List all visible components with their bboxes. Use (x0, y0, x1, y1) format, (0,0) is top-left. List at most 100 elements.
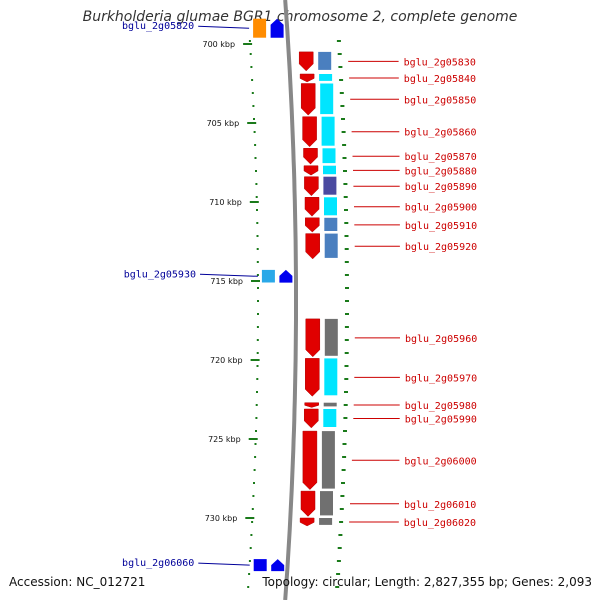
gene-arrow-reverse[interactable] (270, 18, 284, 38)
gene-label-forward[interactable]: bglu_2g06020 (404, 518, 476, 529)
cog-block[interactable] (324, 217, 338, 231)
gene-label-forward[interactable]: bglu_2g05960 (405, 334, 477, 345)
accession-text: Accession: NC_012721 (9, 575, 146, 589)
gene-arrow-forward[interactable] (305, 217, 320, 233)
cog-block[interactable] (253, 559, 267, 572)
cog-block[interactable] (322, 148, 336, 164)
gene-label-forward[interactable]: bglu_2g05910 (405, 221, 477, 232)
cog-block[interactable] (319, 74, 333, 81)
gene-arrow-forward[interactable] (303, 148, 318, 165)
track-dot (251, 92, 254, 94)
cog-block[interactable] (253, 18, 267, 38)
cog-block[interactable] (261, 269, 275, 283)
track-dot (257, 287, 259, 289)
gene-label-forward[interactable]: bglu_2g05850 (404, 95, 476, 106)
track-dot (344, 222, 349, 224)
cog-block[interactable] (321, 431, 335, 489)
track-dot (253, 118, 255, 120)
track-dot (339, 92, 344, 94)
gene-label-reverse[interactable]: bglu_2g05820 (122, 21, 194, 32)
track-dot (252, 105, 255, 107)
axis-tick-label: 720 kbp (210, 356, 243, 365)
gene-arrow-forward[interactable] (299, 73, 315, 83)
track-dot (345, 300, 349, 302)
cog-block[interactable] (323, 165, 336, 175)
track-dot (341, 482, 345, 484)
gene-arrow-forward[interactable] (305, 318, 321, 358)
cog-block[interactable] (321, 116, 335, 146)
track-dot (255, 170, 257, 172)
gene-arrow-forward[interactable] (304, 176, 319, 197)
cog-block[interactable] (323, 176, 337, 195)
cog-block[interactable] (319, 518, 333, 525)
cog-block[interactable] (323, 402, 337, 407)
gene-arrow-forward[interactable] (299, 517, 315, 527)
genome-summary-text: Topology: circular; Length: 2,827,355 bp… (262, 575, 592, 589)
gene-label-forward[interactable]: bglu_2g05830 (404, 57, 476, 68)
gene-label-forward[interactable]: bglu_2g05900 (405, 203, 477, 214)
gene-arrow-forward[interactable] (302, 116, 317, 148)
axis-tick (247, 122, 257, 124)
gene-label-forward[interactable]: bglu_2g05990 (405, 415, 477, 426)
track-dot (344, 391, 348, 393)
cog-block[interactable] (324, 318, 338, 356)
gene-arrow-forward[interactable] (300, 83, 316, 116)
gene-arrow-forward[interactable] (305, 233, 320, 260)
gene-arrow-forward[interactable] (298, 51, 314, 72)
track-dot (342, 157, 347, 159)
track-dot (255, 196, 258, 198)
track-dot (248, 573, 251, 575)
track-dot (249, 53, 252, 55)
gene-label-forward[interactable]: bglu_2g05880 (405, 166, 477, 177)
track-dot (256, 352, 259, 354)
cog-block[interactable] (318, 51, 332, 70)
track-dot (341, 469, 346, 471)
gene-arrow-reverse[interactable] (271, 559, 285, 572)
gene-label-reverse[interactable]: bglu_2g06060 (122, 558, 194, 569)
gene-label-forward[interactable]: bglu_2g05840 (404, 74, 476, 85)
track-dot (253, 131, 256, 133)
cog-block[interactable] (324, 358, 338, 396)
gene-label-forward[interactable]: bglu_2g05870 (405, 152, 477, 163)
gene-label-forward[interactable]: bglu_2g06010 (404, 500, 476, 511)
gene-label-forward[interactable]: bglu_2g05890 (405, 182, 477, 193)
track-dot (335, 586, 340, 588)
track-dot (338, 66, 343, 68)
gene-label-forward[interactable]: bglu_2g05980 (405, 401, 477, 412)
gene-leader-line (199, 273, 258, 277)
gene-arrow-reverse[interactable] (279, 269, 293, 283)
axis-tick (243, 43, 253, 45)
gene-label-forward[interactable]: bglu_2g06000 (404, 456, 476, 467)
track-dot (336, 40, 341, 42)
cog-block[interactable] (324, 233, 338, 258)
gene-arrow-forward[interactable] (300, 490, 316, 517)
axis-tick-label: 710 kbp (209, 198, 242, 207)
gene-arrow-forward[interactable] (304, 402, 319, 408)
cog-block[interactable] (324, 197, 337, 216)
track-dot (343, 404, 348, 406)
cog-block[interactable] (320, 83, 334, 115)
cog-block[interactable] (323, 409, 337, 427)
gene-arrow-forward[interactable] (304, 408, 319, 429)
gene-arrow-forward[interactable] (302, 430, 318, 490)
gene-label-reverse[interactable]: bglu_2g05930 (124, 269, 196, 280)
gene-arrow-forward[interactable] (305, 358, 320, 397)
track-dot (255, 183, 258, 185)
gene-label-forward[interactable]: bglu_2g05860 (404, 128, 476, 139)
track-dot (254, 456, 257, 458)
track-dot (342, 456, 347, 458)
track-dot (249, 547, 252, 549)
cog-block[interactable] (320, 491, 333, 516)
track-dot (341, 118, 345, 120)
track-dot (248, 560, 251, 562)
track-dot (343, 417, 348, 419)
gene-label-forward[interactable]: bglu_2g05920 (405, 242, 477, 253)
track-dot (257, 313, 259, 315)
gene-arrow-forward[interactable] (304, 197, 320, 217)
track-dot (252, 495, 255, 497)
gene-layer (253, 18, 338, 572)
track-dot (339, 508, 344, 510)
gene-arrow-forward[interactable] (303, 165, 319, 176)
track-dot (341, 131, 346, 133)
gene-label-forward[interactable]: bglu_2g05970 (405, 373, 477, 384)
